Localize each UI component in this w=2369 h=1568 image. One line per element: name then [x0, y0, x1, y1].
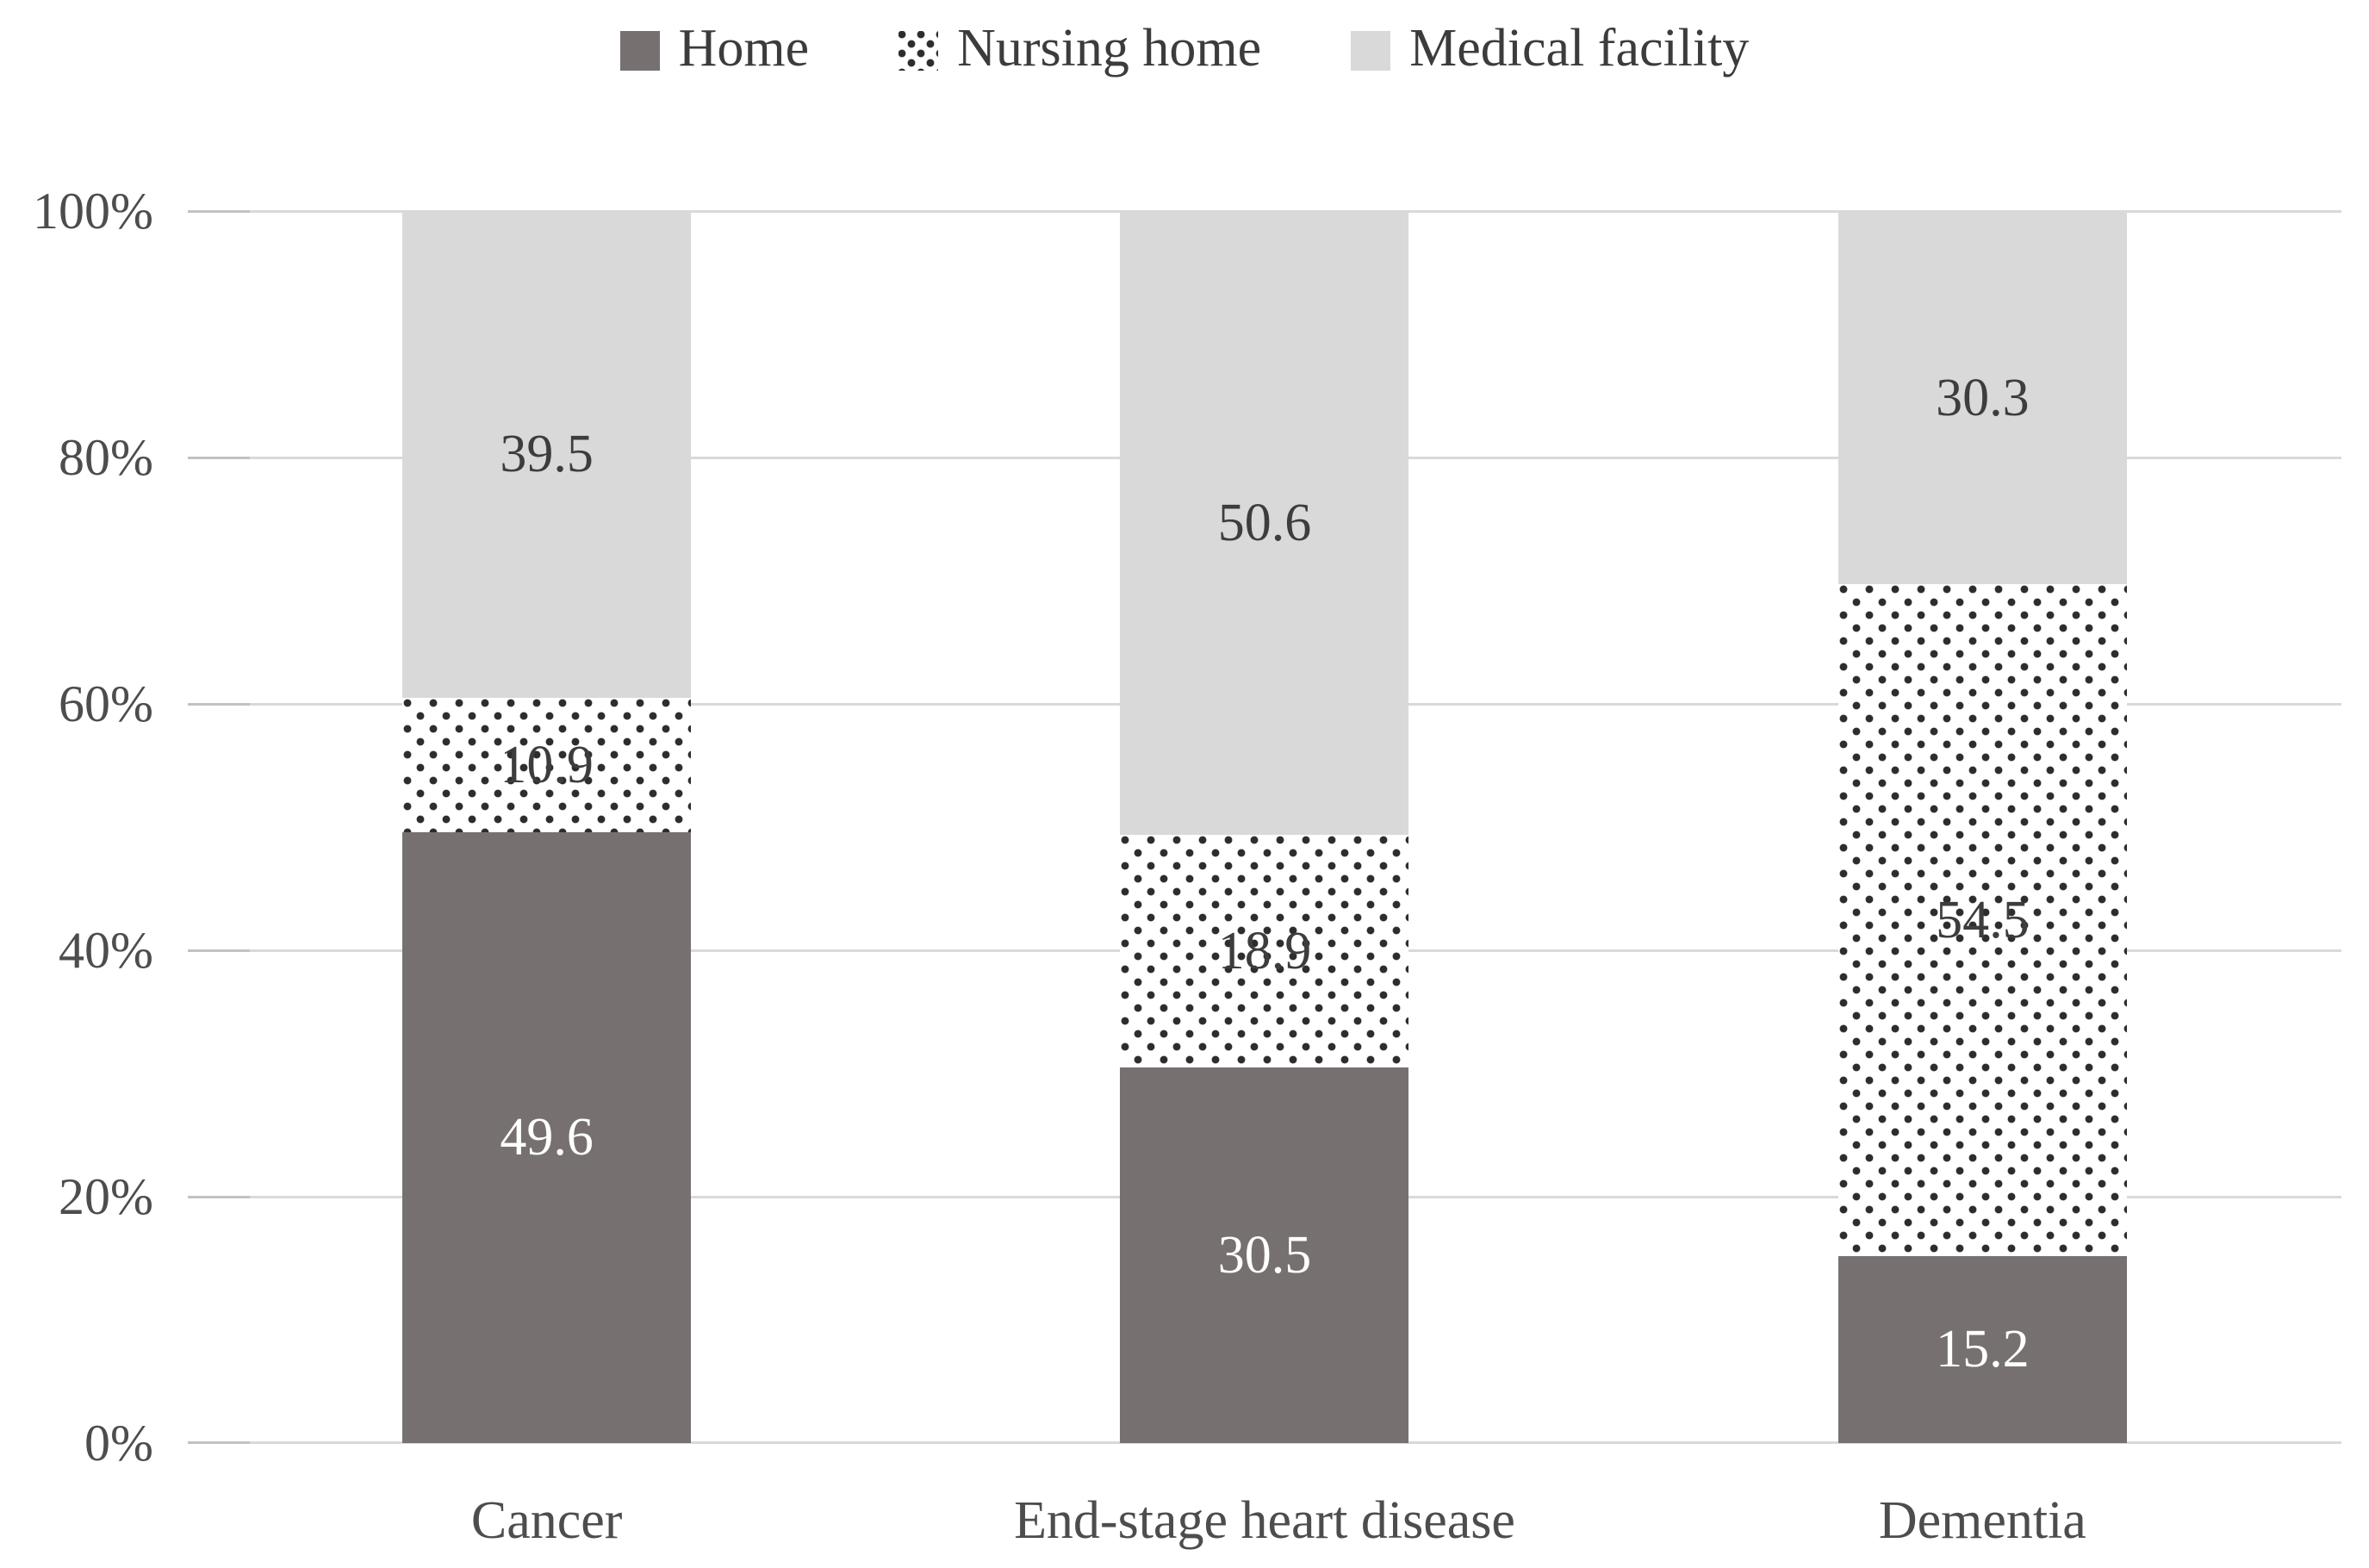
bar-group-dementia: 15.2 54.5 30.3 — [1624, 211, 2341, 1443]
y-tick-label-20: 20% — [59, 1168, 153, 1225]
legend-label-nursing-home: Nursing home — [957, 19, 1262, 78]
y-tick-label-100: 100% — [33, 183, 153, 240]
bar-segment-home: 15.2 — [1837, 1255, 2127, 1443]
plot-area: 49.6 10.9 39.5 30.5 18.9 — [188, 210, 2341, 1444]
bar-segment-home: 30.5 — [1120, 1067, 1409, 1443]
bar-segment-medical-facility: 39.5 — [402, 211, 692, 698]
category-label-dementia: Dementia — [1878, 1491, 2086, 1550]
bar-stack-end-stage-heart-disease: 30.5 18.9 50.6 — [1120, 211, 1409, 1443]
bar-stack-cancer: 49.6 10.9 39.5 — [402, 211, 692, 1443]
legend-item-home: Home — [619, 19, 810, 80]
bar-group-cancer: 49.6 10.9 39.5 — [188, 211, 905, 1443]
y-tick-label-0: 0% — [84, 1415, 153, 1472]
y-tick-label-40: 40% — [59, 922, 153, 979]
legend-swatch-nursing-home — [898, 31, 939, 71]
bar-segment-nursing-home: 10.9 — [402, 697, 692, 832]
category-label-end-stage-heart-disease: End-stage heart disease — [1014, 1491, 1515, 1550]
legend-swatch-home — [619, 31, 660, 71]
bar-segment-nursing-home: 18.9 — [1120, 834, 1409, 1067]
legend-label-medical-facility: Medical facility — [1409, 19, 1750, 78]
segment-value-label: 30.3 — [1936, 368, 2030, 427]
legend-swatch-medical-facility — [1351, 31, 1391, 71]
legend-item-nursing-home: Nursing home — [898, 22, 1261, 80]
segment-value-label: 15.2 — [1936, 1320, 2030, 1379]
bar-group-end-stage-heart-disease: 30.5 18.9 50.6 — [905, 211, 1623, 1443]
bar-groups: 49.6 10.9 39.5 30.5 18.9 — [188, 211, 2341, 1443]
segment-value-label: 10.9 — [500, 735, 594, 794]
legend-label-home: Home — [678, 19, 810, 78]
bar-segment-home: 49.6 — [402, 831, 692, 1443]
segment-value-label: 49.6 — [500, 1108, 594, 1167]
bar-stack-dementia: 15.2 54.5 30.3 — [1837, 211, 2127, 1443]
category-label-cancer: Cancer — [470, 1491, 623, 1550]
bar-segment-nursing-home: 54.5 — [1837, 584, 2127, 1256]
chart-legend: Home Nursing home Medical facility — [0, 12, 2369, 90]
bar-segment-medical-facility: 30.3 — [1837, 211, 2127, 585]
y-tick-label-80: 80% — [59, 429, 153, 486]
bar-segment-medical-facility: 50.6 — [1120, 211, 1409, 835]
category-axis: Cancer End-stage heart disease Dementia — [188, 1478, 2341, 1564]
segment-value-label: 18.9 — [1217, 921, 1312, 980]
segment-value-label: 50.6 — [1217, 493, 1312, 552]
legend-item-medical-facility: Medical facility — [1351, 22, 1749, 80]
segment-value-label: 30.5 — [1217, 1225, 1312, 1285]
segment-value-label: 54.5 — [1936, 890, 2030, 949]
segment-value-label: 39.5 — [500, 425, 594, 484]
y-tick-label-60: 60% — [59, 675, 153, 732]
